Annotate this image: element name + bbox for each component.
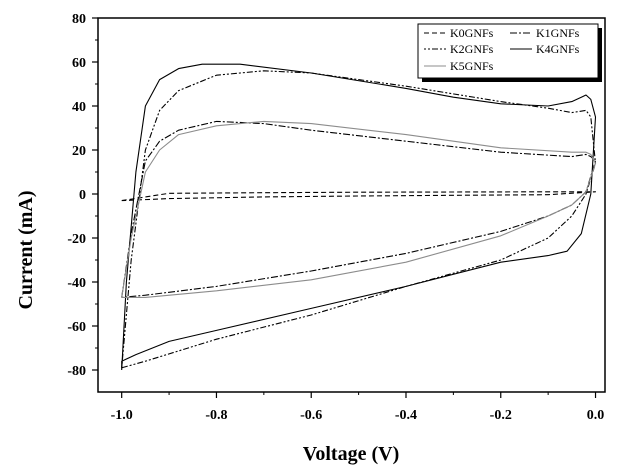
series-line-k5gnfs [121, 120, 597, 298]
y-tick-label: -60 [67, 320, 86, 335]
x-tick-label: -0.2 [490, 408, 512, 423]
plot-area-border [97, 17, 606, 393]
y-tick-label: -40 [67, 276, 86, 291]
y-tick-label: -20 [67, 232, 86, 247]
y-tick-label: -80 [67, 364, 86, 379]
x-tick-label: -0.8 [205, 408, 227, 423]
legend-label-k0gnfs: K0GNFs [450, 26, 494, 40]
legend: K0GNFs K1GNFs K2GNFs K4GNFs K5GNFs [417, 23, 602, 82]
x-tick-label: -0.4 [395, 408, 417, 423]
series-line-k0gnfs [121, 191, 597, 202]
legend-label-k2gnfs: K2GNFs [450, 42, 494, 56]
x-axis-title: Voltage (V) [303, 443, 399, 465]
series-line-k1gnfs [121, 120, 597, 298]
legend-label-k4gnfs: K4GNFs [536, 42, 580, 56]
series-lines [121, 63, 597, 371]
y-tick-label: 20 [72, 144, 86, 159]
y-tick-label: 60 [72, 56, 86, 71]
legend-label-k5gnfs: K5GNFs [450, 59, 494, 73]
legend-label-k1gnfs: K1GNFs [536, 26, 580, 40]
y-tick-label: 40 [72, 100, 86, 115]
x-tick-label: -1.0 [111, 408, 133, 423]
series-line-k2gnfs [121, 70, 597, 369]
plot-frame [97, 17, 606, 393]
y-axis-title: Current (mA) [15, 190, 37, 309]
legend-box [417, 23, 599, 79]
x-tick-label: 0.0 [587, 408, 605, 423]
y-tick-label: 80 [72, 12, 86, 27]
y-tick-label: 0 [79, 188, 86, 203]
axis-ticks: -1.0 -0.8 -0.6 -0.4 -0.2 0.0 -80 -60 -40 -20 0 20 40… [67, 12, 604, 423]
x-tick-label: -0.6 [300, 408, 322, 423]
series-line-k4gnfs [121, 63, 597, 371]
